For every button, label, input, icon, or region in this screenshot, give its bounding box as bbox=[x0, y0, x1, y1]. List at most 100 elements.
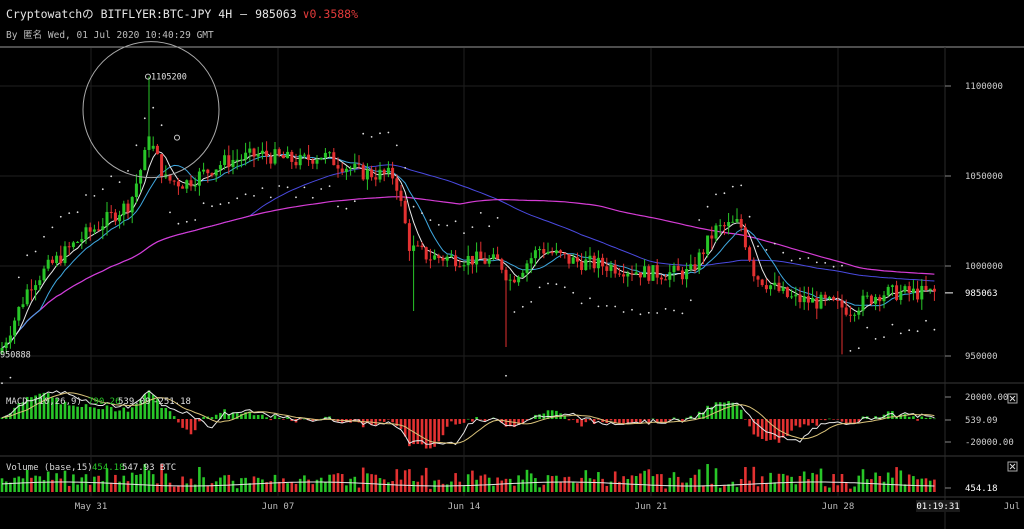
macd-histogram-bar bbox=[21, 402, 25, 419]
close-icon[interactable] bbox=[1007, 393, 1018, 404]
macd-histogram-bar bbox=[735, 404, 739, 419]
psar-dot bbox=[547, 282, 549, 285]
macd-histogram-bar bbox=[261, 414, 264, 419]
macd-histogram-bar bbox=[555, 410, 558, 419]
psar-dot bbox=[589, 297, 591, 300]
price-tick-label: 950000 bbox=[965, 352, 998, 362]
candle-body bbox=[294, 161, 298, 166]
macd-histogram-bar bbox=[130, 407, 134, 419]
candle-body bbox=[500, 259, 504, 270]
volume-bar bbox=[416, 481, 420, 492]
macd-histogram-bar bbox=[135, 403, 138, 419]
volume-tick-label: 454.18 bbox=[965, 484, 998, 494]
volume-bar bbox=[76, 484, 79, 492]
candle-body bbox=[428, 259, 432, 261]
candle-body bbox=[71, 242, 75, 248]
volume-bar bbox=[193, 484, 197, 492]
macd-histogram-bar bbox=[466, 418, 470, 420]
psar-dot bbox=[815, 261, 818, 264]
candle-body bbox=[811, 298, 815, 303]
volume-bar bbox=[88, 484, 92, 492]
last-price-label: 985063 bbox=[965, 289, 998, 299]
macd-histogram-bar bbox=[618, 419, 621, 424]
psar-dot bbox=[51, 226, 54, 229]
volume-bar bbox=[609, 481, 613, 492]
candle-body bbox=[126, 203, 130, 213]
macd-histogram-bar bbox=[437, 419, 441, 442]
candle-body bbox=[815, 298, 819, 309]
candle-body bbox=[882, 295, 886, 302]
candle-body bbox=[836, 299, 840, 301]
macd-histogram-bar bbox=[752, 419, 756, 435]
volume-bar bbox=[93, 476, 96, 492]
macd-histogram-bar bbox=[441, 419, 445, 436]
volume-bar bbox=[210, 483, 214, 492]
volume-bar bbox=[55, 473, 58, 492]
candle-body bbox=[151, 145, 155, 149]
macd-histogram-bar bbox=[891, 411, 894, 419]
macd-histogram-bar bbox=[832, 419, 835, 420]
candle-body bbox=[17, 306, 21, 321]
macd-histogram-bar bbox=[781, 419, 785, 438]
volume-bar bbox=[765, 483, 768, 492]
macd-histogram-bar bbox=[269, 419, 273, 421]
volume-bar bbox=[639, 473, 642, 492]
macd-histogram-bar bbox=[244, 412, 247, 419]
volume-bar bbox=[151, 474, 155, 492]
close-icon[interactable] bbox=[1007, 461, 1018, 472]
candle-body bbox=[42, 268, 46, 281]
macd-histogram-bar bbox=[391, 419, 394, 423]
candle-body bbox=[231, 159, 235, 167]
psar-dot bbox=[807, 257, 810, 259]
candle-body bbox=[223, 155, 227, 166]
volume-bar bbox=[181, 476, 184, 492]
macd-histogram-bar bbox=[756, 419, 760, 437]
high-marker-dot bbox=[174, 134, 180, 141]
candle-body bbox=[315, 159, 319, 164]
macd-signal-value: 539.09 bbox=[118, 397, 151, 407]
candle-body bbox=[781, 287, 785, 292]
macd-histogram-bar bbox=[739, 409, 743, 419]
candle-body bbox=[340, 168, 344, 173]
volume-bar bbox=[240, 478, 243, 492]
volume-bar bbox=[626, 479, 630, 492]
candle-body bbox=[244, 152, 248, 160]
psar-dot bbox=[295, 196, 297, 199]
macd-histogram-bar bbox=[286, 417, 289, 419]
candle-body bbox=[655, 265, 659, 278]
macd-histogram-bar bbox=[697, 411, 701, 419]
macd-histogram-bar bbox=[361, 419, 365, 428]
macd-histogram-bar bbox=[849, 419, 852, 424]
macd-histogram-bar bbox=[59, 404, 63, 419]
psar-dot bbox=[899, 332, 902, 335]
macd-histogram-bar bbox=[147, 390, 151, 419]
macd-panel bbox=[0, 390, 936, 449]
price-tick-label: 1050000 bbox=[965, 172, 1003, 182]
macd-histogram-bar bbox=[597, 419, 600, 420]
macd-histogram-bar bbox=[223, 409, 226, 419]
volume-bar bbox=[651, 476, 655, 492]
macd-histogram-bar bbox=[231, 412, 235, 419]
candle-body bbox=[802, 296, 806, 303]
candle-body bbox=[235, 159, 239, 161]
volume-bar bbox=[462, 485, 466, 492]
macd-histogram-bar bbox=[576, 419, 579, 423]
candle-body bbox=[630, 273, 634, 275]
candle-body bbox=[38, 280, 42, 286]
macd-histogram-bar bbox=[17, 403, 21, 419]
volume-bar bbox=[445, 484, 449, 492]
psar-dot bbox=[857, 347, 860, 350]
candle-body bbox=[260, 150, 264, 154]
candle-body bbox=[785, 287, 789, 297]
volume-bar bbox=[223, 475, 226, 492]
volume-bar bbox=[857, 475, 861, 492]
psar-dot bbox=[454, 220, 457, 223]
macd-histogram-bar bbox=[67, 405, 71, 419]
candle-body bbox=[365, 169, 369, 180]
candle-body bbox=[8, 335, 12, 343]
volume-bar bbox=[265, 482, 268, 492]
psar-dot bbox=[362, 132, 365, 135]
macd-histogram-bar bbox=[500, 419, 504, 423]
candle-body bbox=[899, 291, 903, 300]
